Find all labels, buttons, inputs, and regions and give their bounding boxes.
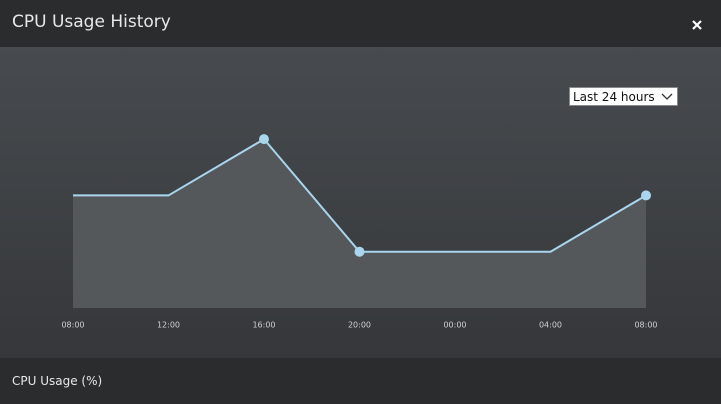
y-axis-label: CPU Usage (%) [12, 374, 103, 388]
x-tick-label: 04:00 [539, 321, 562, 330]
point [259, 134, 269, 145]
x-tick-label: 20:00 [348, 321, 371, 330]
x-tick-label: 08:00 [634, 321, 657, 330]
title: CPU Usage History [12, 12, 171, 32]
x-tick-label: 12:00 [157, 321, 180, 330]
point [354, 246, 365, 257]
chart-panel: 08:00 12:00 16:00 20:00 00:00 04:00 08:00 Last… [0, 47, 721, 358]
x-tick-label: 00:00 [443, 321, 466, 330]
chart: 08:00 12:00 16:00 20:00 00:00 04:00 08:00 [61, 134, 658, 330]
chevron [661, 93, 673, 100]
header: CPU Usage History [0, 0, 721, 47]
footer: CPU Usage (%) [0, 358, 721, 404]
x-tick-label: 08:00 [61, 321, 84, 330]
point [641, 190, 651, 201]
close-button[interactable] [690, 18, 704, 32]
area [73, 139, 646, 308]
range-select-text: Last 24 hours [573, 90, 655, 104]
x-tick-label: 16:00 [252, 321, 275, 330]
range-select[interactable]: Last 24 hours [569, 87, 678, 106]
